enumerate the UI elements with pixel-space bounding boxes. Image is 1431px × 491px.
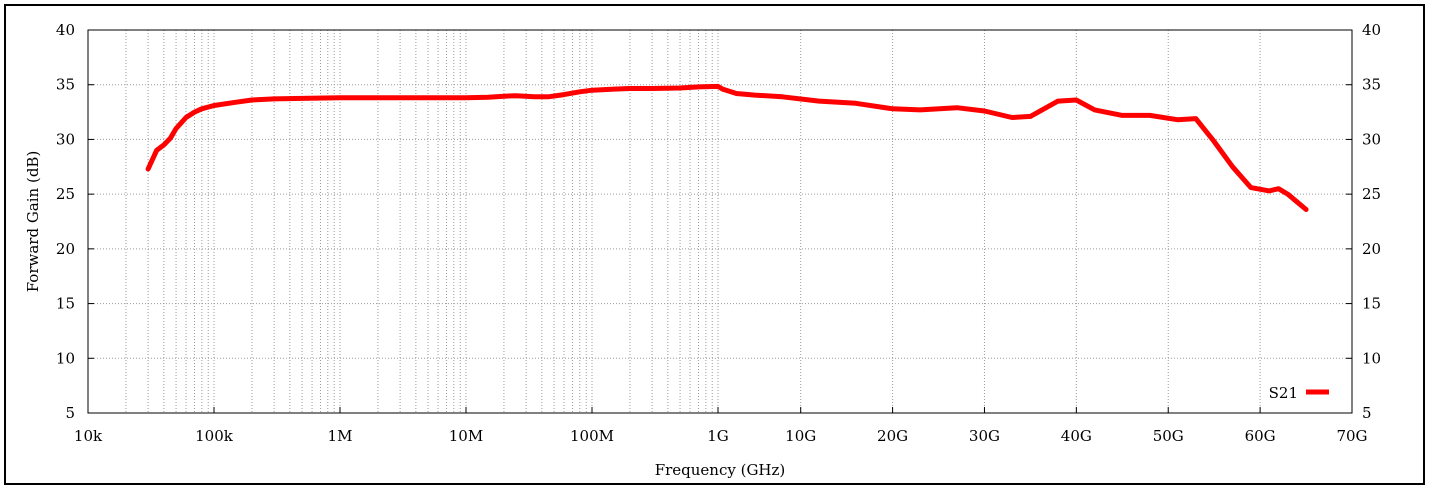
y-tick-label: 35 <box>56 76 75 94</box>
y-tick-label: 30 <box>56 130 75 148</box>
y2-tick-label: 15 <box>1362 295 1381 313</box>
y2-tick-label: 40 <box>1362 21 1381 39</box>
y2-tick-label: 5 <box>1362 404 1372 422</box>
x-tick-label: 100M <box>570 427 614 445</box>
y2-tick-label: 20 <box>1362 240 1381 258</box>
y-axis-title: Forward Gain (dB) <box>24 151 42 293</box>
x-tick-label: 10G <box>785 427 816 445</box>
x-tick-label: 1M <box>328 427 353 445</box>
x-tick-label: 10k <box>74 427 103 445</box>
x-tick-label: 70G <box>1336 427 1367 445</box>
axis-ticks: 5 5 10 10 15 15 20 20 25 25 30 30 35 35 40 40 10k 100k 1M 1… <box>56 21 1381 445</box>
y-tick-label: 15 <box>56 295 75 313</box>
y2-tick-label: 30 <box>1362 130 1381 148</box>
x-tick-label: 100k <box>195 427 234 445</box>
y2-tick-label: 25 <box>1362 185 1381 203</box>
y-tick-label: 40 <box>56 21 75 39</box>
y2-tick-label: 10 <box>1362 349 1381 367</box>
x-tick-label: 50G <box>1153 427 1184 445</box>
legend: S21 <box>1269 384 1329 402</box>
series-line-s21 <box>145 83 1309 212</box>
x-tick-label: 20G <box>877 427 908 445</box>
y-tick-label: 25 <box>56 185 75 203</box>
y-tick-label: 20 <box>56 240 75 258</box>
plot-area <box>87 29 1353 414</box>
y-tick-label: 10 <box>56 349 75 367</box>
x-tick-label: 60G <box>1245 427 1276 445</box>
series-layer <box>145 83 1309 212</box>
legend-label-s21: S21 <box>1269 384 1298 402</box>
y-tick-label: 5 <box>65 404 75 422</box>
x-tick-label: 30G <box>969 427 1000 445</box>
x-tick-label: 1G <box>707 427 729 445</box>
x-axis-title: Frequency (GHz) <box>655 461 786 479</box>
y2-tick-label: 35 <box>1362 76 1381 94</box>
x-tick-label: 10M <box>449 427 483 445</box>
x-tick-label: 40G <box>1061 427 1092 445</box>
